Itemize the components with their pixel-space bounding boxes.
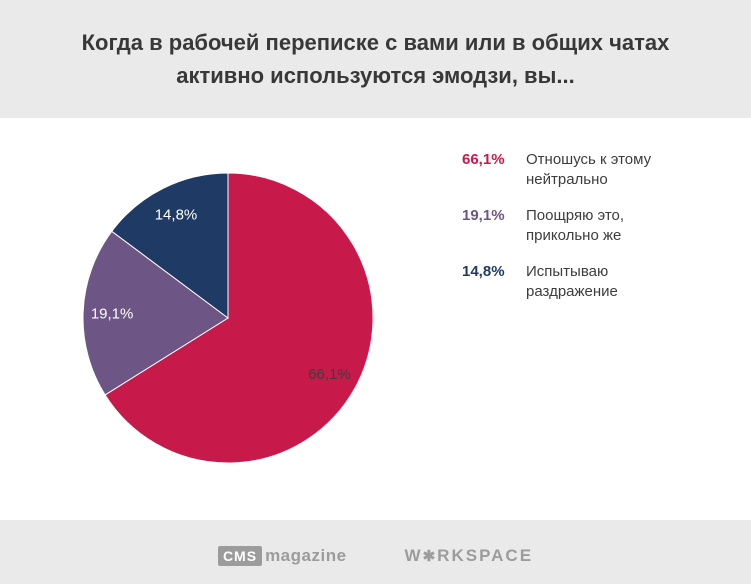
- pie-slice-label: 66,1%: [308, 366, 351, 383]
- legend-percent: 19,1%: [462, 207, 505, 224]
- cms-logo-text: magazine: [265, 546, 347, 565]
- pie-slice-label: 19,1%: [91, 305, 134, 322]
- page-title-line2: активно используются эмодзи, вы...: [176, 63, 575, 88]
- pie-slice-label: 14,8%: [155, 206, 198, 223]
- legend-label: Испытываю раздражение: [526, 263, 618, 300]
- legend-label: Поощряю это, прикольно же: [526, 207, 625, 244]
- pie-chart: 66,1% 19,1% 14,8%: [78, 168, 378, 468]
- workspace-logo-text-post: RKSPACE: [437, 546, 534, 565]
- pie-chart-svg: 66,1% 19,1% 14,8%: [82, 172, 374, 464]
- legend-item: 66,1% Отношусь к этому нейтрально: [462, 150, 676, 190]
- workspace-star-icon: ✱: [422, 548, 438, 565]
- workspace-logo: W✱RKSPACE: [405, 546, 534, 566]
- legend: 66,1% Отношусь к этому нейтрально 19,1% По…: [462, 150, 676, 318]
- cms-magazine-logo: CMS magazine: [217, 546, 347, 566]
- pie-slice: [82, 230, 229, 396]
- footer: CMS magazine W✱RKSPACE: [0, 546, 751, 566]
- legend-item: 19,1% Поощряю это, прикольно же: [462, 206, 676, 246]
- legend-item: 14,8% Испытываю раздражение: [462, 262, 676, 302]
- pie-slice: [111, 172, 229, 319]
- page-title-line1: Когда в рабочей переписке с вами или в о…: [81, 30, 670, 55]
- legend-label: Отношусь к этому нейтрально: [526, 151, 652, 188]
- legend-percent: 14,8%: [462, 263, 505, 280]
- page-title: Когда в рабочей переписке с вами или в о…: [0, 26, 751, 92]
- pie-slice: [104, 172, 374, 464]
- legend-percent: 66,1%: [462, 151, 505, 168]
- cms-logo-box: CMS: [217, 546, 263, 566]
- workspace-logo-text-pre: W: [404, 546, 423, 565]
